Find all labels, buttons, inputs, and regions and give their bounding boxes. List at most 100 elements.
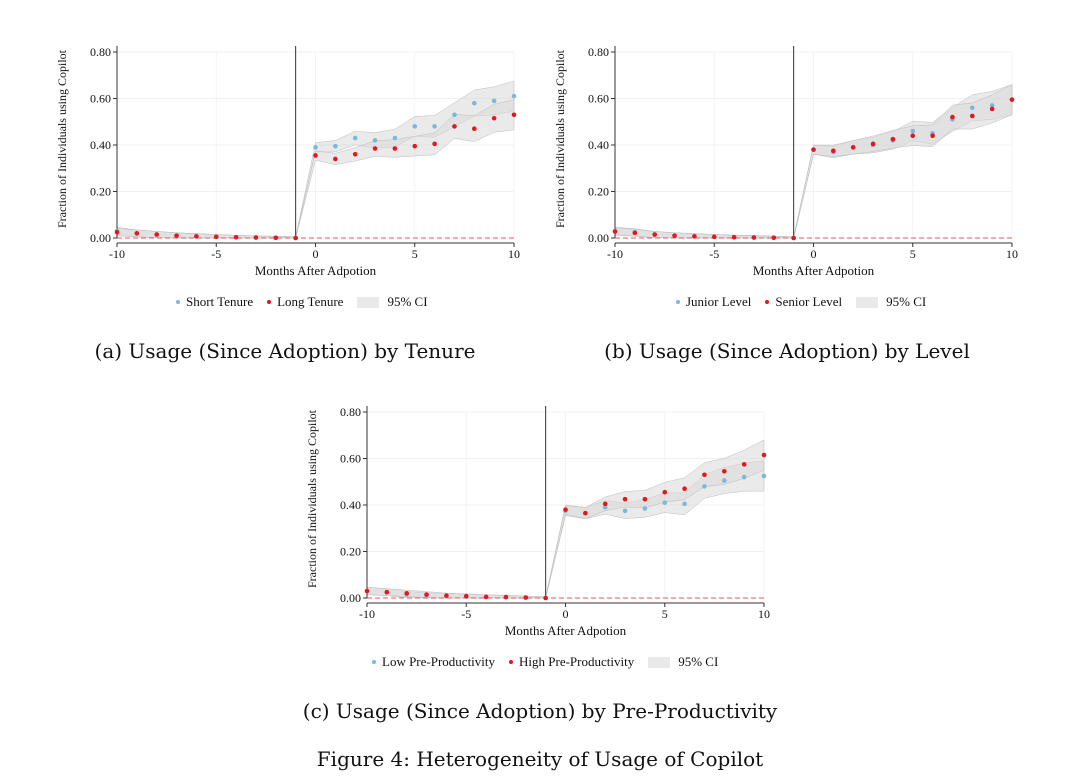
data-point-series-2 [950,114,955,120]
data-point-series-2 [372,146,378,151]
x-tick-label: -10 [359,607,375,621]
data-point-series-2 [412,143,418,149]
data-point-series-2 [333,156,338,162]
data-point-series-2 [632,230,638,236]
y-tick-label: 0.00 [340,591,361,605]
x-tick-label: 0 [811,247,817,261]
legend-dot-blue-icon [676,300,680,304]
x-tick-label: 5 [412,247,418,261]
data-point-series-1 [452,112,457,118]
x-tick-label: -5 [461,607,471,621]
data-point-series-1 [472,100,477,106]
y-tick-label: 0.80 [90,45,111,59]
data-point-series-2 [523,595,529,600]
data-point-series-2 [602,501,608,507]
data-point-series-2 [831,148,836,154]
x-tick-label: 0 [313,247,319,261]
data-point-series-2 [642,496,648,502]
data-point-series-2 [731,235,737,240]
data-point-series-2 [313,153,318,158]
legend-item-low-pre-productivity: Low Pre-Productivity [372,654,495,670]
data-point-series-1 [511,93,517,99]
data-point-series-2 [771,235,777,241]
caption-b: (b) Usage (Since Adoption) by Level [604,339,970,363]
legend-item-long-tenure: Long Tenure [267,294,343,310]
data-point-series-1 [702,484,707,489]
data-point-series-2 [970,113,975,119]
x-tick-label: 10 [758,607,770,621]
data-point-series-2 [702,472,707,478]
y-tick-label: 0.60 [340,452,361,466]
legend-ci-swatch-icon [357,296,380,308]
x-tick-label: 0 [563,607,569,621]
legend-b: Junior Level Senior Level 95% CI [676,294,940,310]
legend-ci-swatch-icon [648,656,671,668]
data-point-series-2 [483,594,489,600]
data-point-series-1 [910,128,916,134]
data-point-series-2 [722,468,727,474]
x-axis-label: Months After Adpotion [505,623,627,638]
data-point-series-2 [563,507,568,512]
data-point-series-2 [890,136,896,142]
x-tick-label: -10 [607,247,623,261]
data-point-series-2 [424,592,429,597]
data-point-series-1 [761,473,767,479]
x-tick-label: 5 [662,607,668,621]
data-point-series-1 [989,103,995,108]
y-tick-label: 0.60 [90,92,111,106]
y-tick-label: 0.80 [588,45,609,59]
data-point-series-1 [682,501,687,507]
data-point-series-2 [583,510,588,516]
y-axis-label: Fraction of Individuals using Copilot [305,409,319,588]
data-point-series-2 [751,235,757,240]
y-axis-label: Fraction of Individuals using Copilot [553,49,567,228]
data-point-series-2 [233,235,239,240]
y-tick-label: 0.40 [588,138,609,152]
x-tick-label: -5 [709,247,719,261]
y-tick-label: 0.20 [340,545,361,559]
data-point-series-2 [672,233,677,238]
data-point-series-2 [213,234,219,240]
data-point-series-1 [412,124,418,129]
legend-a: Short Tenure Long Tenure 95% CI [176,294,442,310]
data-point-series-2 [930,133,935,138]
data-point-series-1 [313,145,318,150]
data-point-series-2 [293,235,298,241]
data-point-series-2 [174,233,179,238]
y-axis-label: Fraction of Individuals using Copilot [55,49,69,228]
y-tick-label: 0.00 [588,231,609,245]
data-point-series-2 [194,234,199,239]
y-tick-label: 0.40 [90,138,111,152]
data-point-series-2 [612,229,618,234]
x-axis-label: Months After Adpotion [753,263,875,278]
legend-item-senior-level: Senior Level [765,294,842,310]
legend-item-ci: 95% CI [648,654,718,670]
data-point-series-1 [352,135,358,141]
legend-dot-red-icon [765,300,770,304]
x-tick-label: 10 [508,247,520,261]
data-point-series-2 [491,115,497,121]
x-tick-label: -5 [211,247,221,261]
legend-dot-blue-icon [372,660,376,664]
x-tick-label: -10 [109,247,125,261]
data-point-series-2 [652,232,657,237]
data-point-series-2 [910,133,916,138]
data-point-series-2 [543,595,548,601]
data-point-series-2 [1009,97,1015,102]
data-point-series-2 [870,141,876,147]
data-point-series-1 [392,135,398,141]
legend-c: Low Pre-Productivity High Pre-Productivi… [372,654,732,670]
legend-item-high-pre-productivity: High Pre-Productivity [509,654,634,670]
y-tick-label: 0.40 [340,498,361,512]
data-point-series-2 [432,141,437,147]
chart-panel-b: 0.00 0.20 0.40 0.60 0.80 -10 -5 0 5 10 Months Afte… [553,45,1018,278]
chart-panel-c: 0.00 0.20 0.40 0.60 0.80 -10 -5 0 5 10 Months Afte… [305,405,770,638]
legend-dot-blue-icon [176,300,180,304]
legend-item-junior-level: Junior Level [676,294,751,310]
data-point-series-1 [432,124,437,129]
data-point-series-1 [372,138,378,143]
legend-dot-red-icon [509,660,514,664]
data-point-series-1 [622,508,628,514]
data-point-series-2 [134,231,140,236]
data-point-series-2 [850,145,856,150]
